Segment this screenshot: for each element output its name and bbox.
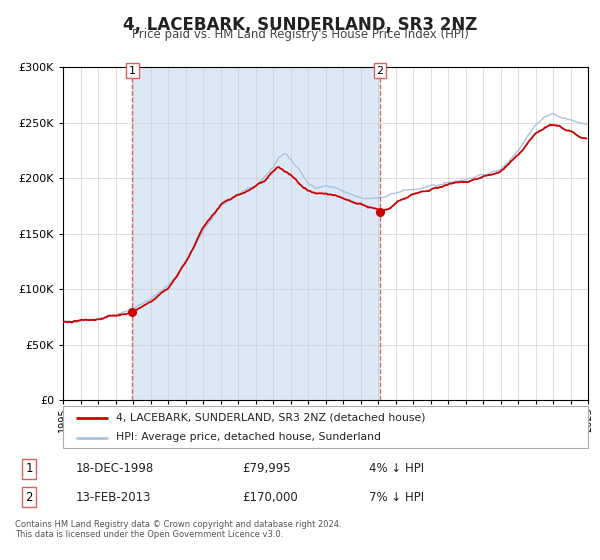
Text: 4% ↓ HPI: 4% ↓ HPI <box>369 462 424 475</box>
FancyBboxPatch shape <box>63 406 588 448</box>
Text: 4, LACEBARK, SUNDERLAND, SR3 2NZ: 4, LACEBARK, SUNDERLAND, SR3 2NZ <box>123 16 477 34</box>
Bar <box>133 67 380 400</box>
Text: 18-DEC-1998: 18-DEC-1998 <box>76 462 154 475</box>
Text: 2: 2 <box>377 66 383 76</box>
Text: Contains HM Land Registry data © Crown copyright and database right 2024.: Contains HM Land Registry data © Crown c… <box>15 520 341 529</box>
Text: 7% ↓ HPI: 7% ↓ HPI <box>369 491 424 504</box>
Text: 1: 1 <box>129 66 136 76</box>
Text: This data is licensed under the Open Government Licence v3.0.: This data is licensed under the Open Gov… <box>15 530 283 539</box>
Text: 1: 1 <box>26 462 33 475</box>
Text: HPI: Average price, detached house, Sunderland: HPI: Average price, detached house, Sund… <box>115 432 380 442</box>
Text: 4, LACEBARK, SUNDERLAND, SR3 2NZ (detached house): 4, LACEBARK, SUNDERLAND, SR3 2NZ (detach… <box>115 413 425 423</box>
Text: 2: 2 <box>26 491 33 504</box>
Text: £170,000: £170,000 <box>242 491 298 504</box>
Text: Price paid vs. HM Land Registry's House Price Index (HPI): Price paid vs. HM Land Registry's House … <box>131 28 469 41</box>
Text: £79,995: £79,995 <box>242 462 291 475</box>
Text: 13-FEB-2013: 13-FEB-2013 <box>76 491 151 504</box>
